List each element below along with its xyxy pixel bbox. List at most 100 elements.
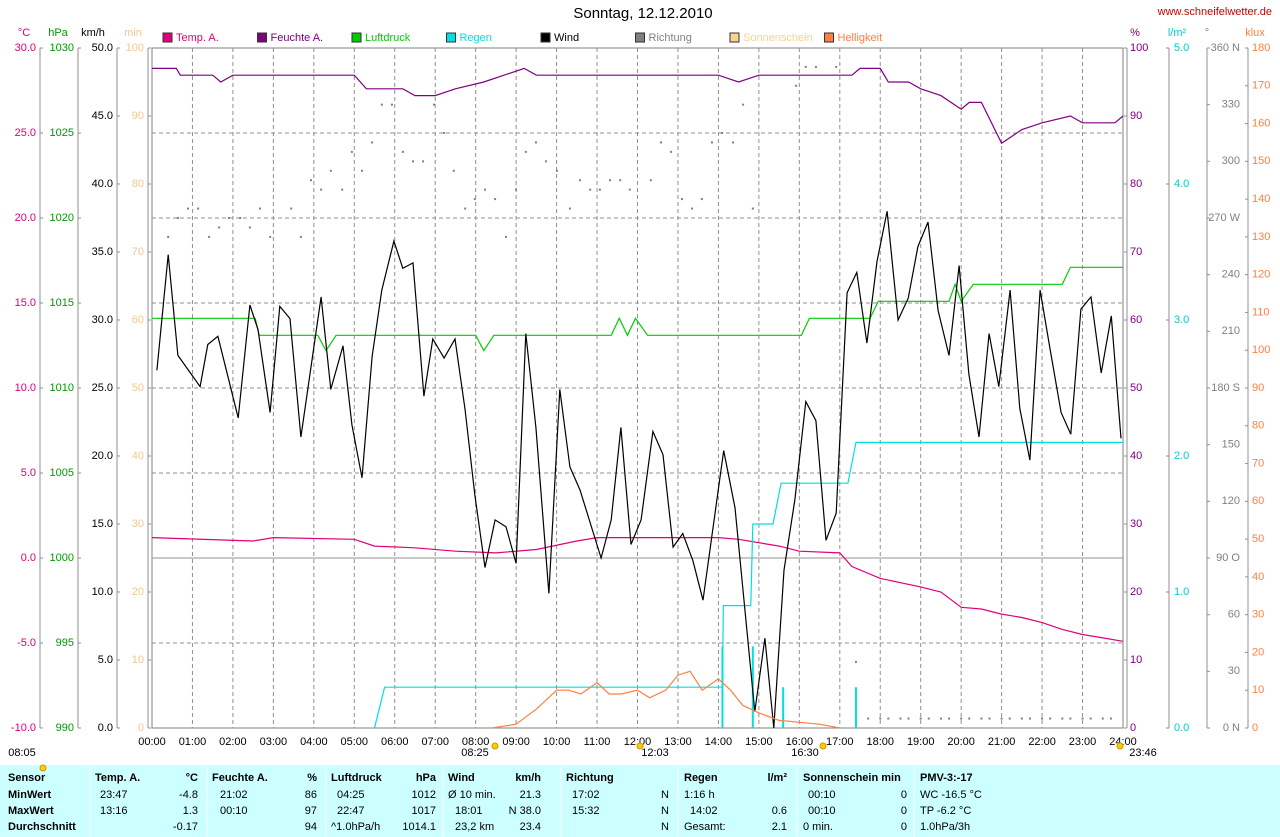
- x-tick-label: 16:00: [786, 736, 814, 748]
- table-cell: 1014.1: [402, 821, 436, 833]
- direction-dot: [432, 103, 435, 106]
- y-tick-label: 1010: [50, 382, 74, 394]
- direction-dot: [452, 169, 455, 172]
- table-cell: N 38.0: [509, 805, 541, 817]
- y-tick-label: 30: [1228, 665, 1240, 677]
- direction-dot: [980, 717, 983, 720]
- direction-dot: [259, 207, 262, 210]
- y-tick-label: 80: [132, 178, 144, 190]
- y-tick-label: 1030: [50, 42, 74, 54]
- y-tick-label: 1025: [50, 127, 74, 139]
- legend-swatch: [257, 32, 267, 43]
- y-tick-label: 60: [1228, 609, 1240, 621]
- direction-dot: [968, 717, 971, 720]
- y-tick-label: 4.0: [1174, 178, 1189, 190]
- chart-title: Sonntag, 12.12.2010: [573, 5, 712, 22]
- legend-swatch: [824, 32, 834, 43]
- direction-dot: [619, 179, 622, 182]
- table-cell: 23.4: [520, 821, 541, 833]
- direction-dot: [988, 717, 991, 720]
- direction-dot: [867, 717, 870, 720]
- y-tick-label: 30.0: [15, 42, 36, 54]
- table-header: Luftdruck: [331, 772, 383, 784]
- direction-dot: [505, 235, 508, 238]
- direction-dot: [1000, 717, 1003, 720]
- table-cell: Gesamt:: [684, 821, 726, 833]
- direction-dot: [494, 198, 497, 201]
- axis-unit: km/h: [81, 27, 105, 39]
- direction-dot: [919, 717, 922, 720]
- y-tick-label: 1.0: [1174, 586, 1189, 598]
- sun-icon: [636, 742, 644, 750]
- direction-dot: [568, 207, 571, 210]
- table-cell: TP -6.2 °C: [920, 805, 971, 817]
- y-tick-label: 120: [1222, 495, 1240, 507]
- legend-swatch: [635, 32, 645, 43]
- source: www.schneifelwetter.de: [1157, 6, 1272, 18]
- y-tick-label: 330: [1222, 99, 1240, 111]
- x-tick-label: 10:00: [543, 736, 571, 748]
- series-line: [491, 670, 840, 729]
- direction-dot: [167, 235, 170, 238]
- table-cell: 86: [305, 789, 317, 801]
- direction-dot: [939, 717, 942, 720]
- series-line: [151, 536, 1124, 642]
- y-tick-label: 150: [1222, 439, 1240, 451]
- direction-dot: [1081, 717, 1084, 720]
- y-tick-label: -10.0: [11, 722, 36, 734]
- table-cell: 15:32: [572, 805, 600, 817]
- direction-dot: [401, 150, 404, 153]
- direction-dot: [608, 179, 611, 182]
- direction-dot: [579, 179, 582, 182]
- y-tick-label: 180 S: [1211, 382, 1240, 394]
- x-tick-label: 18:00: [866, 736, 894, 748]
- annotation: 12:03: [641, 747, 669, 759]
- table-header: Temp. A.: [95, 772, 140, 784]
- y-tick-label: 90: [132, 110, 144, 122]
- y-tick-label: 25.0: [92, 382, 113, 394]
- y-tick-label: -5.0: [17, 637, 36, 649]
- direction-dot: [443, 132, 446, 134]
- direction-dot: [628, 188, 631, 191]
- direction-dot: [1089, 717, 1092, 720]
- x-tick-label: 03:00: [260, 736, 288, 748]
- y-tick-label: 10: [132, 654, 144, 666]
- x-tick-label: 08:00: [462, 736, 490, 748]
- y-tick-label: 0: [1130, 722, 1136, 734]
- y-tick-label: 180: [1252, 42, 1270, 54]
- direction-dot: [1101, 717, 1104, 720]
- table-cell: MaxWert: [8, 805, 54, 817]
- y-tick-label: 60: [1252, 495, 1264, 507]
- series-line: [156, 211, 1122, 729]
- direction-dot: [239, 217, 242, 219]
- direction-dot: [248, 226, 251, 229]
- y-tick-label: 90: [1252, 382, 1264, 394]
- y-tick-label: 300: [1222, 155, 1240, 167]
- table-cell: N: [661, 805, 669, 817]
- direction-dot: [1020, 717, 1023, 720]
- x-tick-label: 04:00: [300, 736, 328, 748]
- x-tick-label: 21:00: [988, 736, 1016, 748]
- direction-dot: [804, 65, 807, 68]
- y-tick-label: 30.0: [92, 314, 113, 326]
- direction-dot: [390, 103, 393, 106]
- table-cell: 0: [901, 821, 907, 833]
- direction-dot: [187, 207, 190, 210]
- table-header: °C: [186, 772, 198, 784]
- direction-dot: [1109, 717, 1112, 720]
- sun-icon: [491, 742, 499, 750]
- direction-dot: [731, 141, 734, 144]
- y-tick-label: 100: [1130, 42, 1148, 54]
- y-tick-label: 50: [1130, 382, 1142, 394]
- x-tick-label: 07:00: [421, 736, 449, 748]
- y-tick-label: 10.0: [15, 382, 36, 394]
- x-tick-label: 11:00: [584, 736, 611, 748]
- table-header: %: [307, 772, 317, 784]
- annotation: 08:05: [8, 747, 36, 759]
- y-tick-label: 1005: [50, 467, 74, 479]
- direction-dot: [310, 179, 313, 182]
- direction-dot: [700, 198, 703, 201]
- direction-dot: [691, 207, 694, 210]
- direction-dot: [742, 103, 745, 106]
- direction-dot: [751, 207, 754, 210]
